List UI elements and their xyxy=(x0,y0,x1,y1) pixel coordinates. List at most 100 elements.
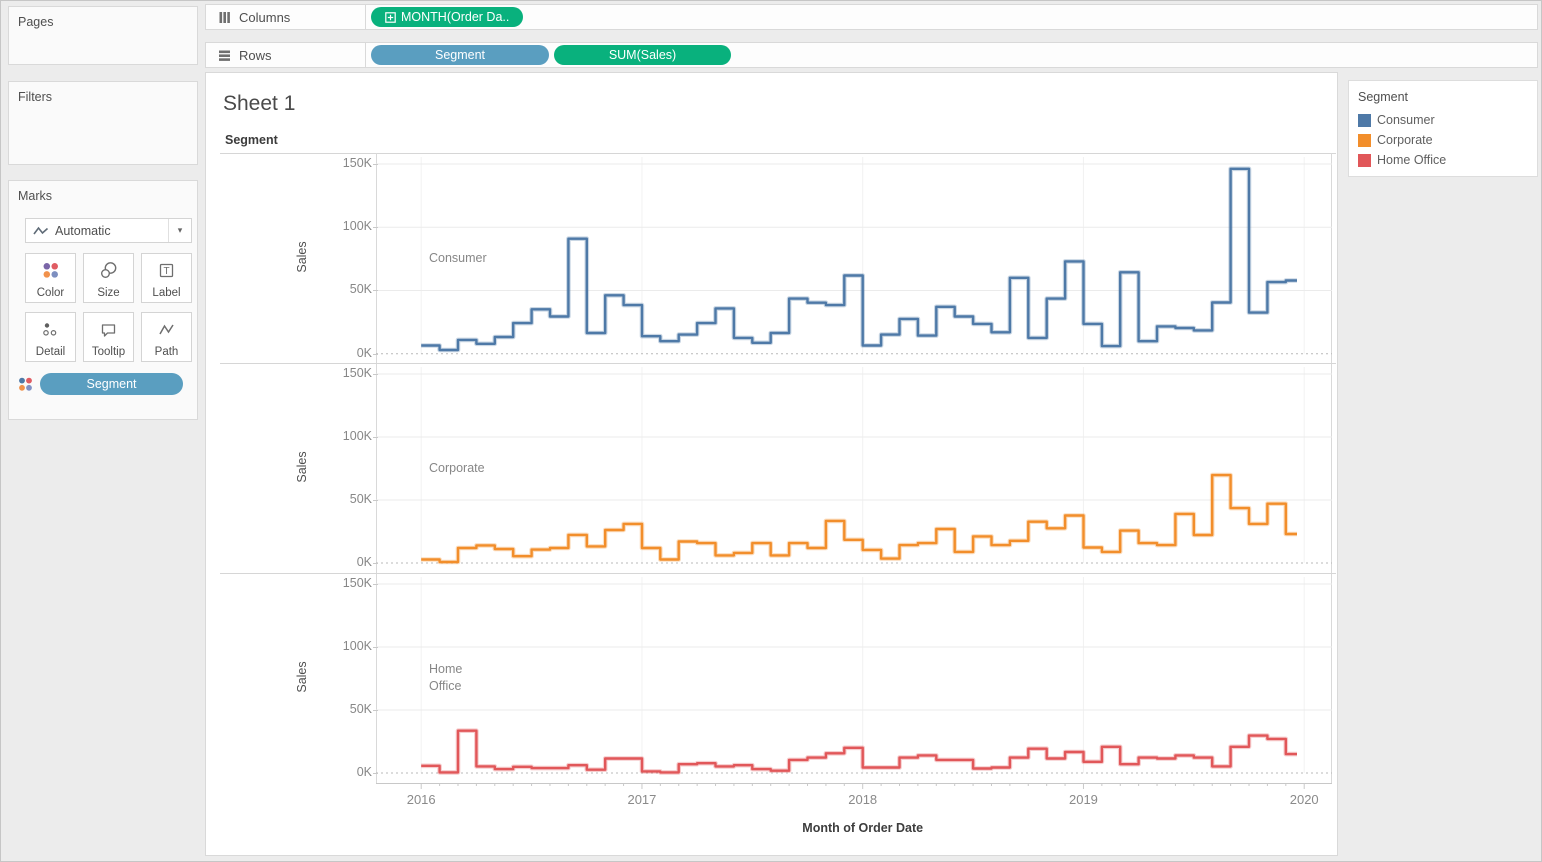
x-axis-ticks xyxy=(420,783,1305,789)
color-button-label: Color xyxy=(36,287,65,299)
plot-panel-consumer xyxy=(376,157,1332,355)
filters-shelf-title: Filters xyxy=(18,90,53,104)
y-axis-line xyxy=(376,153,377,783)
size-button-label: Size xyxy=(97,287,120,299)
y-axis-tick-label: 0K xyxy=(356,555,372,569)
x-axis-tick-label: 2016 xyxy=(406,792,436,807)
svg-text:T: T xyxy=(163,266,169,277)
marks-card-title: Marks xyxy=(18,189,53,203)
row-label-home-office: Home Office xyxy=(429,662,463,693)
y-axis-tick-label: 50K xyxy=(349,702,372,716)
color-icon xyxy=(41,261,60,285)
home-office-swatch-icon xyxy=(1358,153,1371,167)
filters-shelf[interactable]: Filters xyxy=(8,81,198,165)
y-axis-tick-mark xyxy=(373,584,378,585)
legend-item-consumer-label: Consumer xyxy=(1377,113,1435,127)
y-axis-tick-label: 0K xyxy=(356,765,372,779)
color-legend: Segment Consumer Corporate Home Office xyxy=(1348,80,1538,177)
detail-button-label: Detail xyxy=(35,346,66,358)
header-divider-line xyxy=(220,153,1336,154)
corporate-swatch-icon xyxy=(1358,133,1371,147)
columns-shelf-text: Columns xyxy=(239,9,291,25)
sales-step-line-halo xyxy=(421,166,1297,353)
x-axis-line xyxy=(376,783,1332,784)
plot-right-border xyxy=(1331,153,1332,783)
mark-type-value: Automatic xyxy=(55,223,111,238)
y-axis-tick-label: 100K xyxy=(342,429,372,443)
label-icon: T xyxy=(157,261,176,285)
y-axis-tick-label: 0K xyxy=(356,345,372,360)
legend-item-home-office-label: Home Office xyxy=(1377,153,1447,167)
mark-type-caret-button[interactable]: ▾ xyxy=(168,219,191,242)
y-axis-title: Sales xyxy=(295,661,309,693)
rows-shelf[interactable]: Rows Segment SUM(Sales) xyxy=(205,42,1538,68)
tooltip-icon xyxy=(99,320,118,344)
sales-step-line-corporate[interactable] xyxy=(421,473,1297,564)
legend-item-corporate[interactable]: Corporate xyxy=(1349,130,1537,150)
color-button[interactable]: Color xyxy=(25,253,76,303)
rows-shelf-label: Rows xyxy=(206,43,366,67)
path-button[interactable]: Path xyxy=(141,312,192,362)
row-label-consumer: Consumer xyxy=(429,251,487,265)
size-button[interactable]: Size xyxy=(83,253,134,303)
rows-pill-segment-label: Segment xyxy=(434,48,486,62)
sheet-title: Sheet 1 xyxy=(223,92,296,115)
x-axis-tick-label: 2019 xyxy=(1068,792,1098,807)
color-dots-icon xyxy=(17,376,34,393)
x-axis-tick-label: 2020 xyxy=(1289,792,1319,807)
y-axis-tick-mark xyxy=(373,374,378,375)
y-axis-tick-label: 50K xyxy=(349,282,372,297)
size-icon xyxy=(99,261,118,285)
y-axis-tick-mark xyxy=(373,563,378,564)
legend-title: Segment xyxy=(1358,90,1409,104)
sales-step-line-home-office[interactable] xyxy=(421,729,1297,774)
row-separator xyxy=(220,573,1336,574)
y-axis-tick-label: 150K xyxy=(342,155,372,170)
legend-item-home-office[interactable]: Home Office xyxy=(1349,150,1537,170)
expand-plus-icon xyxy=(385,11,396,23)
path-icon xyxy=(157,320,176,344)
y-axis-title: Sales xyxy=(295,241,309,273)
columns-pill-month-order-date[interactable]: MONTH(Order Da.. xyxy=(371,7,524,27)
legend-item-corporate-label: Corporate xyxy=(1377,133,1433,147)
y-axis-tick-mark xyxy=(373,710,378,711)
pages-shelf[interactable]: Pages xyxy=(8,6,198,65)
label-button-label: Label xyxy=(152,287,181,299)
y-axis-tick-mark xyxy=(373,290,378,292)
y-axis-tick-label: 150K xyxy=(342,366,372,380)
sales-step-line-consumer[interactable] xyxy=(421,167,1297,352)
columns-shelf[interactable]: Columns MONTH(Order Da.. xyxy=(205,4,1538,30)
rows-pill-sum-sales[interactable]: SUM(Sales) xyxy=(554,45,731,65)
detail-button[interactable]: Detail xyxy=(25,312,76,362)
chevron-down-icon: ▾ xyxy=(177,225,183,235)
y-axis-tick-mark xyxy=(373,647,378,648)
y-axis-tick-mark xyxy=(373,163,378,165)
y-axis-tick-mark xyxy=(373,227,378,229)
consumer-swatch-icon xyxy=(1358,113,1371,127)
x-axis-title: Month of Order Date xyxy=(802,821,924,835)
legend-item-consumer[interactable]: Consumer xyxy=(1349,110,1537,130)
line-mark-icon xyxy=(33,225,49,237)
mark-type-dropdown[interactable]: Automatic ▾ xyxy=(25,218,192,243)
y-axis-title: Sales xyxy=(295,451,309,483)
rows-pill-sum-sales-label: SUM(Sales) xyxy=(608,48,677,62)
detail-icon xyxy=(41,320,60,344)
columns-pill-label: MONTH(Order Da.. xyxy=(401,10,510,24)
y-axis-tick-label: 50K xyxy=(349,492,372,506)
x-axis-tick-label: 2017 xyxy=(627,792,657,807)
y-axis-tick-mark xyxy=(373,437,378,438)
y-axis-tick-label: 100K xyxy=(342,219,372,234)
rows-pill-segment[interactable]: Segment xyxy=(371,45,549,65)
marks-segment-pill[interactable]: Segment xyxy=(40,373,183,395)
row-separator xyxy=(220,363,1336,364)
y-axis-tick-mark xyxy=(373,773,378,774)
label-button[interactable]: T Label xyxy=(141,253,192,303)
sales-step-line-halo xyxy=(421,728,1297,775)
row-label-corporate: Corporate xyxy=(429,461,485,475)
row-dimension-header: Segment xyxy=(225,133,278,147)
worksheet-view: Sheet 1 Segment Consumer Sales 150K 100K 50K… xyxy=(205,72,1338,856)
marks-card: Marks Automatic ▾ Color Size xyxy=(8,180,198,420)
tooltip-button[interactable]: Tooltip xyxy=(83,312,134,362)
pages-shelf-title: Pages xyxy=(18,15,54,29)
tooltip-button-label: Tooltip xyxy=(91,346,126,358)
